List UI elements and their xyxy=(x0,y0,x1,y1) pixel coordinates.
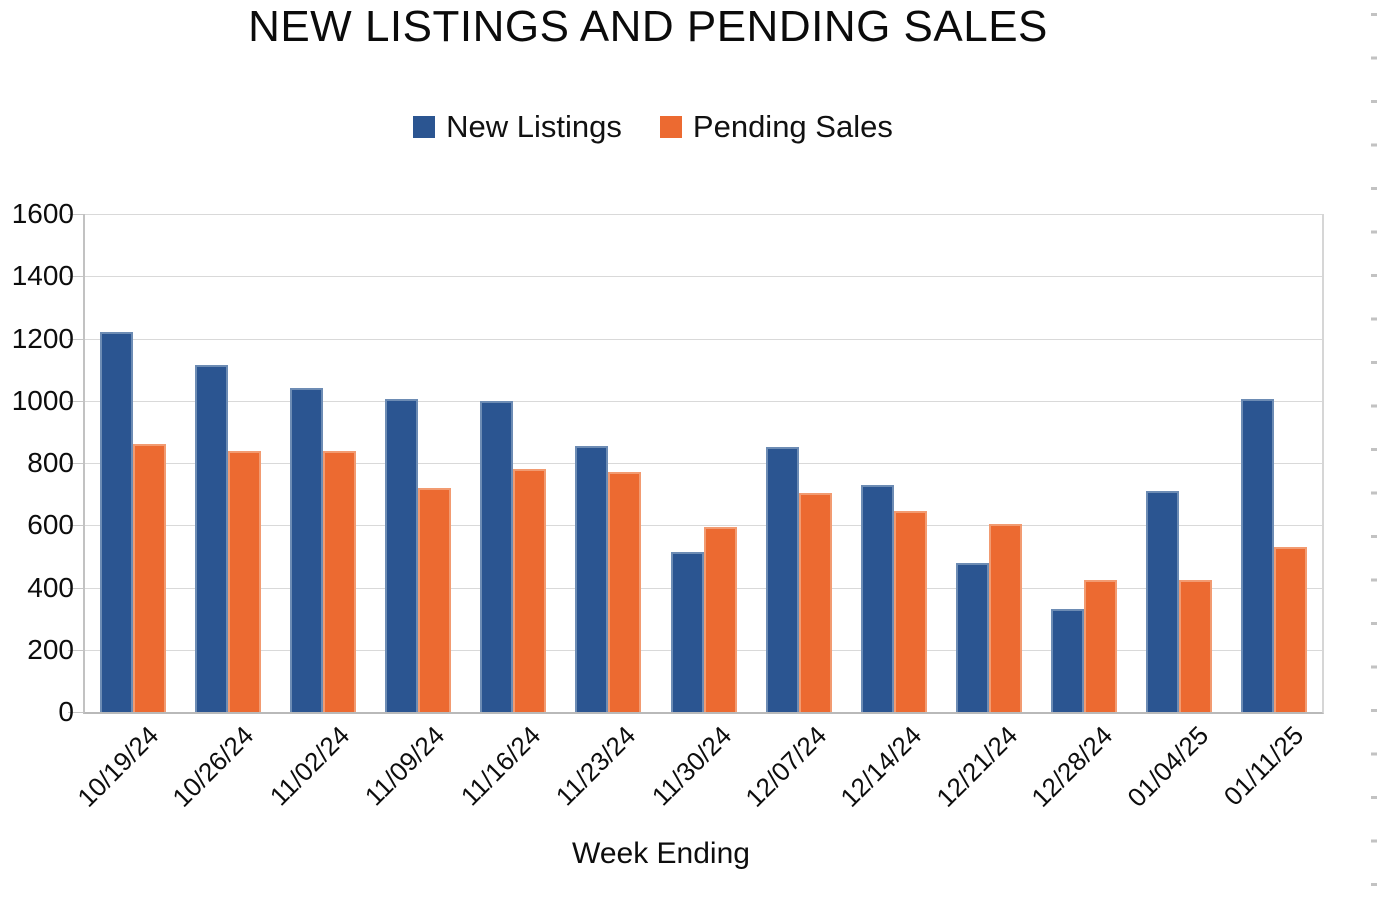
y-axis-tick-1400 xyxy=(68,276,83,278)
bar-pending-sales-11/30/24 xyxy=(703,526,737,712)
y-axis-label-1400: 1400 xyxy=(11,260,74,292)
bar-pending-sales-12/07/24 xyxy=(798,492,832,712)
bar-pending-sales-01/04/25 xyxy=(1179,579,1213,712)
bar-new-listings-01/11/25 xyxy=(1241,399,1275,712)
y-axis-tick-400 xyxy=(68,587,83,589)
legend-label-new-listings: New Listings xyxy=(446,109,622,144)
bar-new-listings-12/14/24 xyxy=(860,484,894,712)
bar-group-01/04/25 xyxy=(1132,214,1227,712)
pending-sales-swatch-icon xyxy=(659,116,682,138)
bar-new-listings-11/16/24 xyxy=(480,400,514,712)
y-axis-tick-800 xyxy=(68,463,83,464)
y-axis-label-1000: 1000 xyxy=(11,384,74,416)
bar-group-11/23/24 xyxy=(561,214,656,712)
gridline-1000 xyxy=(85,400,1322,402)
bar-pending-sales-01/11/25 xyxy=(1274,547,1308,712)
bar-pending-sales-12/28/24 xyxy=(1084,579,1118,712)
gridline-1600 xyxy=(85,214,1322,215)
bar-pending-sales-11/02/24 xyxy=(322,450,356,712)
gridline-1400 xyxy=(85,276,1322,278)
page-edge-dashes xyxy=(1371,13,1377,895)
plot-area xyxy=(83,214,1324,714)
bar-new-listings-12/21/24 xyxy=(955,562,989,712)
y-axis-tick-1200 xyxy=(68,338,83,340)
bar-new-listings-11/02/24 xyxy=(289,388,323,712)
bar-pending-sales-10/19/24 xyxy=(132,444,166,712)
gridline-800 xyxy=(85,463,1322,464)
bar-pending-sales-10/26/24 xyxy=(227,450,261,712)
bar-new-listings-11/30/24 xyxy=(670,551,704,712)
bar-new-listings-01/04/25 xyxy=(1146,491,1180,712)
bar-group-11/02/24 xyxy=(275,214,370,712)
y-axis-label-0: 0 xyxy=(58,696,74,727)
bar-pending-sales-12/14/24 xyxy=(893,511,927,712)
bar-group-12/28/24 xyxy=(1037,214,1132,712)
legend-label-pending-sales: Pending Sales xyxy=(692,109,893,144)
chart-title: NEW LISTINGS AND PENDING SALES xyxy=(248,2,1048,51)
legend: New Listings Pending Sales xyxy=(0,109,1306,145)
bar-group-11/09/24 xyxy=(370,214,465,712)
bar-new-listings-12/07/24 xyxy=(765,447,799,712)
bar-new-listings-12/28/24 xyxy=(1051,609,1085,712)
y-axis-tick-600 xyxy=(68,525,83,527)
new-listings-swatch-icon xyxy=(413,116,436,138)
x-axis-title: Week Ending xyxy=(572,837,750,870)
bar-group-12/21/24 xyxy=(941,214,1036,712)
bar-group-12/07/24 xyxy=(751,214,846,712)
legend-item-pending-sales: Pending Sales xyxy=(659,109,893,145)
bar-new-listings-11/09/24 xyxy=(385,399,419,712)
bar-new-listings-10/26/24 xyxy=(194,364,228,712)
y-axis-tick-0 xyxy=(68,712,83,713)
bar-group-10/26/24 xyxy=(180,214,275,712)
bar-pending-sales-11/09/24 xyxy=(418,487,452,712)
bar-group-12/14/24 xyxy=(846,214,941,712)
bar-group-11/30/24 xyxy=(656,214,751,712)
gridline-1200 xyxy=(85,338,1322,340)
bar-group-10/19/24 xyxy=(85,214,180,712)
y-axis-label-200: 200 xyxy=(27,633,74,665)
y-axis-label-1600: 1600 xyxy=(11,198,74,229)
bar-new-listings-11/23/24 xyxy=(575,445,609,712)
bar-new-listings-10/19/24 xyxy=(99,332,133,712)
bars-layer xyxy=(85,214,1322,712)
bar-group-01/11/25 xyxy=(1227,214,1322,712)
y-axis-label-800: 800 xyxy=(27,447,74,478)
bar-group-11/16/24 xyxy=(466,214,561,712)
y-axis-label-400: 400 xyxy=(27,571,74,603)
bar-pending-sales-11/23/24 xyxy=(608,472,642,712)
y-axis-tick-1000 xyxy=(68,400,83,402)
y-axis-label-1200: 1200 xyxy=(11,322,74,354)
bar-pending-sales-12/21/24 xyxy=(988,523,1022,712)
gridline-600 xyxy=(85,525,1322,527)
y-axis-tick-1600 xyxy=(68,214,83,215)
legend-item-new-listings: New Listings xyxy=(413,109,622,145)
y-axis-label-600: 600 xyxy=(27,509,74,541)
bar-pending-sales-11/16/24 xyxy=(513,469,547,712)
y-axis-tick-200 xyxy=(68,649,83,651)
